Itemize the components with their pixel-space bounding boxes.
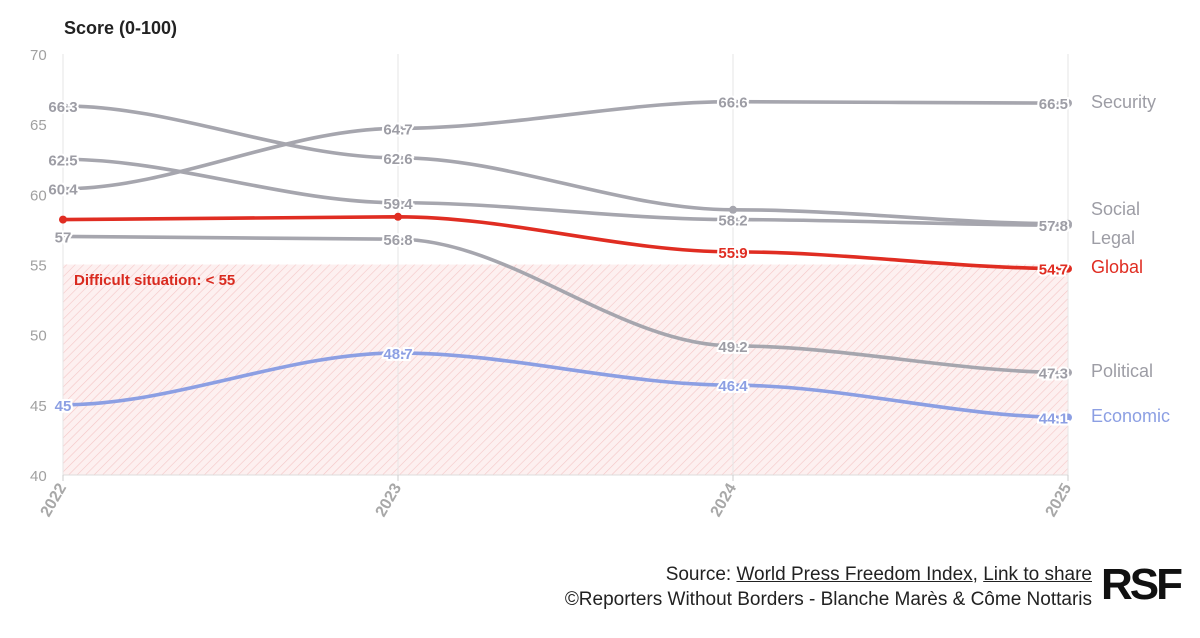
security-value-label: 64.7: [383, 121, 412, 138]
line-chart: 40 45 50 55 60 65 70 2022 2023 2024 2025 Score (0…: [30, 18, 1170, 520]
security-line: [61, 99, 1070, 191]
y-tick-label: 55: [30, 258, 47, 275]
source-line: Source: World Press Freedom Index, Link …: [565, 562, 1092, 587]
credit-line: ©Reporters Without Borders - Blanche Mar…: [564, 589, 1092, 610]
economic-series-name: Economic: [1091, 406, 1170, 426]
y-tick-label: 40: [30, 468, 47, 485]
political-line: [61, 234, 1070, 375]
security-point: [729, 97, 737, 106]
y-axis: 40 45 50 55 60 65 70: [30, 47, 47, 485]
threshold-label: Difficult situation: < 55: [74, 272, 235, 289]
security-value-label: 66.6: [718, 95, 747, 112]
legal-line: [61, 157, 1070, 228]
footer: Source: World Press Freedom Index, Link …: [565, 562, 1092, 612]
social-point: [729, 205, 737, 214]
political-value-label: 47.3: [1039, 366, 1068, 383]
data-labels: 60.4 64.7 66.6 66.5 66.3 62.6 62.5 59.4 58.2 57.8…: [46, 93, 1070, 430]
economic-value-label: 44.1: [1039, 410, 1068, 427]
legal-series-name: Legal: [1091, 228, 1135, 248]
global-point: [729, 247, 737, 256]
global-value-label: 54.7: [1039, 262, 1068, 279]
y-tick-label: 65: [30, 117, 47, 134]
economic-point: [729, 381, 737, 390]
x-tick-label: 2024: [708, 481, 741, 520]
economic-point: [1064, 413, 1072, 422]
political-value-label: 49.2: [718, 339, 747, 356]
economic-value-label: 46.4: [718, 378, 748, 395]
security-value-label: 60.4: [48, 182, 78, 199]
y-tick-label: 50: [30, 328, 47, 345]
social-point: [394, 153, 402, 162]
series-lines: [59, 97, 1072, 422]
economic-line: [61, 351, 1070, 420]
x-axis: 2022 2023 2024 2025: [38, 475, 1076, 520]
security-point: [394, 124, 402, 133]
source-link[interactable]: World Press Freedom Index: [736, 564, 973, 585]
global-point: [1064, 264, 1072, 273]
share-link[interactable]: Link to share: [983, 564, 1092, 585]
social-value-label: 66.3: [48, 99, 77, 116]
y-axis-label: Score (0-100): [64, 18, 177, 38]
global-point: [59, 215, 67, 224]
political-point: [729, 341, 737, 350]
security-point: [1064, 99, 1072, 108]
legal-point: [59, 155, 67, 164]
economic-point: [394, 348, 402, 357]
source-prefix: Source:: [665, 564, 737, 585]
legal-value-label: 62.5: [48, 152, 77, 169]
legal-value-label: 58.2: [718, 213, 747, 230]
series-names: Security Social Legal Political Economic Glob…: [1091, 92, 1170, 426]
political-point: [394, 235, 402, 244]
global-point: [394, 212, 402, 221]
global-line: [61, 214, 1070, 271]
economic-value-label: 48.7: [383, 346, 412, 363]
x-tick-label: 2025: [1043, 481, 1076, 520]
x-tick-label: 2023: [373, 481, 406, 520]
social-series-name: Social: [1091, 199, 1140, 219]
social-value-label: 62.6: [383, 151, 412, 168]
global-series-name: Global: [1091, 257, 1143, 277]
legal-point: [394, 198, 402, 207]
y-tick-label: 45: [30, 398, 47, 415]
security-value-label: 66.5: [1039, 96, 1068, 113]
social-point: [59, 101, 67, 110]
economic-value-label: 45: [55, 398, 72, 415]
political-point: [1064, 368, 1072, 377]
social-line: [61, 104, 1070, 226]
legal-value-label: 59.4: [383, 196, 413, 213]
legal-value-label: 57.8: [1039, 218, 1068, 235]
security-point: [59, 184, 67, 193]
y-tick-label: 60: [30, 187, 47, 204]
source-separator: ,: [972, 564, 984, 585]
political-value-label: 56.8: [383, 232, 412, 249]
political-series-name: Political: [1091, 361, 1153, 381]
global-value-label: 55.9: [718, 245, 747, 262]
political-value-label: 57: [55, 229, 72, 246]
security-series-name: Security: [1091, 92, 1156, 112]
economic-point: [59, 400, 67, 409]
political-point: [59, 232, 67, 241]
x-tick-label: 2022: [38, 481, 71, 520]
legal-point: [729, 215, 737, 224]
y-tick-label: 70: [30, 47, 47, 64]
legal-point: [1064, 221, 1072, 230]
rsf-logo: RSF: [1101, 560, 1183, 609]
